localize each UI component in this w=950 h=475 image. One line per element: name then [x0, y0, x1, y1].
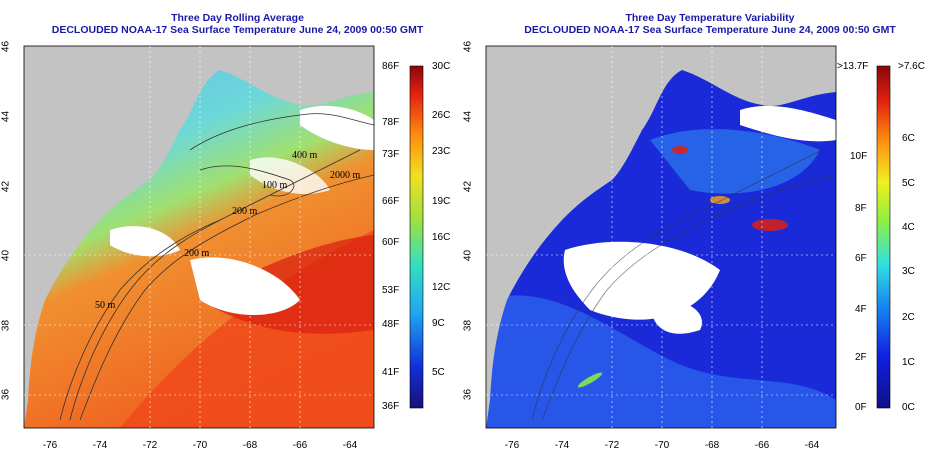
- lon-tick: -76: [42, 440, 58, 451]
- lon-tick: -72: [604, 440, 620, 451]
- left-title: Three Day Rolling Average: [171, 12, 304, 24]
- lon-tick: -68: [242, 440, 258, 451]
- colorbar-f-label: 10F: [850, 151, 868, 162]
- colorbar-f-label: 4F: [855, 304, 867, 315]
- colorbar-f-label: 86F: [382, 61, 400, 72]
- colorbar-c-label: 2C: [902, 312, 915, 323]
- colorbar-c-label: 26C: [432, 110, 451, 121]
- lat-tick: 36: [0, 388, 12, 401]
- lon-tick: -66: [292, 440, 308, 451]
- lon-tick: -68: [704, 440, 720, 451]
- colorbar-c-label: 23C: [432, 146, 451, 157]
- colorbar-f-label: 73F: [382, 149, 400, 160]
- contour-label: 100 m: [262, 180, 288, 191]
- colorbar-f-label: 78F: [382, 117, 400, 128]
- left-subtitle: DECLOUDED NOAA-17 Sea Surface Temperatur…: [51, 24, 424, 36]
- graticule: [486, 46, 836, 428]
- contour-label: 200 m: [184, 248, 210, 259]
- colorbar-c-label: 30C: [432, 61, 451, 72]
- isobaths: [59, 113, 374, 421]
- land: [486, 46, 836, 428]
- lat-tick: 40: [462, 249, 474, 262]
- variability-colorbar: [876, 65, 891, 409]
- colorbar-f-label: 53F: [382, 285, 400, 296]
- lat-tick: 42: [0, 180, 12, 193]
- colorbar-c-label: 0C: [902, 402, 915, 413]
- colorbar-c-label: 5C: [432, 367, 445, 378]
- colorbar-f-label: 48F: [382, 319, 400, 330]
- colorbar-c-label: 4C: [902, 222, 915, 233]
- contour-label: 400 m: [292, 150, 318, 161]
- lon-tick: -74: [554, 440, 570, 451]
- lat-tick: 44: [462, 110, 474, 123]
- lat-tick: 46: [0, 40, 12, 53]
- colorbar-f-label: 6F: [855, 253, 867, 264]
- colorbar-c-label: 12C: [432, 282, 451, 293]
- lon-tick: -64: [342, 440, 358, 451]
- lat-tick: 44: [0, 110, 12, 123]
- lon-tick: -70: [192, 440, 208, 451]
- colorbar-f-label: 41F: [382, 367, 400, 378]
- lon-tick: -66: [754, 440, 770, 451]
- colorbar-c-label: >7.6C: [898, 61, 925, 72]
- lon-tick: -70: [654, 440, 670, 451]
- land: [24, 46, 374, 428]
- lat-tick: 42: [462, 180, 474, 193]
- lat-tick: 40: [0, 249, 12, 262]
- sst-average-map: [23, 45, 424, 429]
- colorbar-c-label: 9C: [432, 318, 445, 329]
- sst-variability-map: [485, 45, 891, 429]
- colorbar-c-label: 5C: [902, 178, 915, 189]
- cloud-mask: [563, 241, 720, 320]
- cloud-mask: [190, 257, 300, 315]
- sst-average-panel: Three Day Rolling Average DECLOUDED NOAA…: [0, 12, 451, 451]
- lat-tick: 46: [462, 40, 474, 53]
- colorbar-c-label: 3C: [902, 266, 915, 277]
- contour-label: 200 m: [232, 206, 258, 217]
- colorbar-f-label: 0F: [855, 402, 867, 413]
- colorbar-c-label: 19C: [432, 196, 451, 207]
- colorbar-c-label: 16C: [432, 232, 451, 243]
- sst-variability-panel: Three Day Temperature Variability DECLOU…: [463, 0, 950, 475]
- colorbar-f-label: >13.7F: [837, 61, 869, 72]
- contour-label: 50 m: [95, 300, 116, 311]
- sst-colorbar: [409, 65, 424, 409]
- right-subtitle: DECLOUDED NOAA-17 Sea Surface Temperatur…: [524, 24, 896, 36]
- colorbar-c-label: 6C: [902, 133, 915, 144]
- colorbar-f-label: 36F: [382, 401, 400, 412]
- lat-tick: 36: [462, 388, 474, 401]
- lon-tick: -72: [142, 440, 158, 451]
- lat-tick: 38: [462, 319, 474, 332]
- lon-tick: -74: [92, 440, 108, 451]
- colorbar-f-label: 66F: [382, 196, 400, 207]
- colorbar-f-label: 8F: [855, 203, 867, 214]
- lat-tick: 38: [0, 319, 12, 332]
- colorbar-f-label: 2F: [855, 352, 867, 363]
- contour-label: 2000 m: [330, 170, 361, 181]
- right-title: Three Day Temperature Variability: [625, 12, 795, 24]
- colorbar-f-label: 60F: [382, 237, 400, 248]
- colorbar-c-label: 1C: [902, 357, 915, 368]
- lon-tick: -76: [504, 440, 520, 451]
- lon-tick: -64: [804, 440, 820, 451]
- graticule: [24, 46, 374, 428]
